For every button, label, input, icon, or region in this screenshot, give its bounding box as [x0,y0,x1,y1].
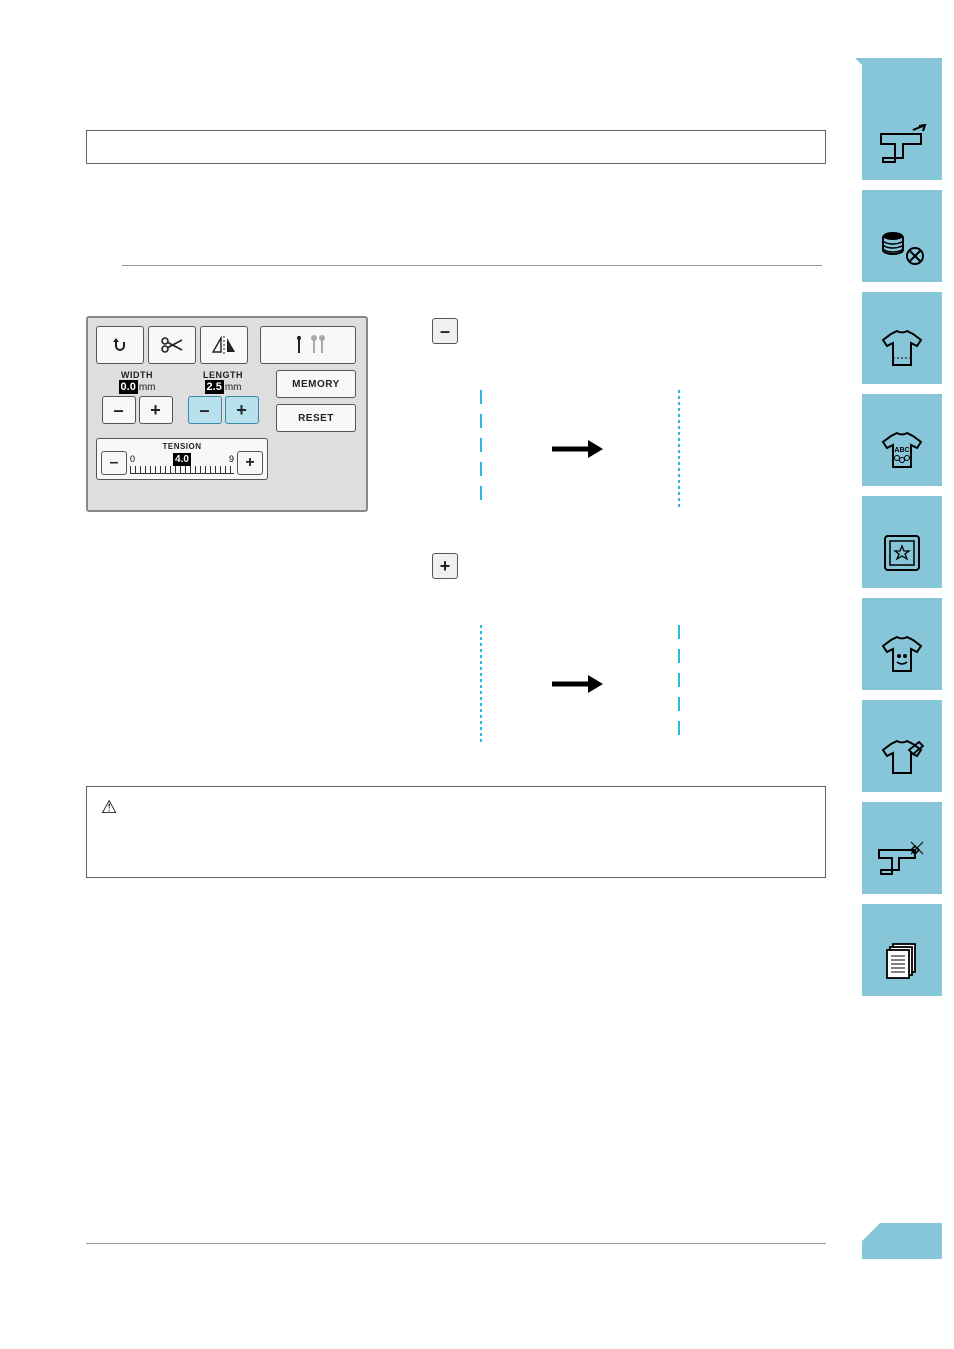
section-heading-box [86,130,826,164]
applique-shirt-icon: ABC [875,430,929,474]
length-group: LENGTH 2.5 mm – + [182,370,264,432]
sidebar-tab-6[interactable] [862,598,942,690]
sidebar-tab-4[interactable]: ABC [862,394,942,486]
length-minus-button[interactable]: – [188,396,222,424]
sidebar-tab-1[interactable] [862,58,942,180]
stitch-diagram-lengthen [480,625,700,755]
tension-minus-button[interactable]: – [101,451,127,475]
length-label: LENGTH [182,370,264,380]
sidebar-tabs: ABC [862,58,942,1006]
inline-minus-button[interactable]: – [432,318,458,344]
warning-icon: ⚠ [101,797,117,818]
page-number-tab [862,1223,942,1259]
pages-icon [879,938,925,984]
sidebar-tab-2[interactable] [862,190,942,282]
thread-cut-button[interactable] [148,326,196,364]
reverse-stitch-button[interactable] [96,326,144,364]
arrow-icon [550,426,604,471]
tension-max: 9 [229,454,234,464]
stitch-after [678,390,680,510]
tension-value: 4.0 [173,453,191,466]
reverse-arrow-icon [109,334,131,356]
arrow-icon [550,661,604,706]
stitch-diagram-shorten [480,390,700,520]
needle-mode-button[interactable] [260,326,356,364]
divider [122,265,822,266]
length-unit: mm [225,382,242,393]
reset-button[interactable]: RESET [276,404,356,432]
width-minus-button[interactable]: – [102,396,136,424]
scissors-icon [160,336,184,354]
length-value: 2.5 [205,380,224,394]
sidebar-tab-7[interactable] [862,700,942,792]
tension-min: 0 [130,454,135,464]
sidebar-tab-9[interactable] [862,904,942,996]
card-icon [879,530,925,576]
stitch-before [480,625,482,745]
tshirt-icon [875,328,929,372]
sidebar-tab-3[interactable] [862,292,942,384]
width-plus-button[interactable]: + [139,396,173,424]
width-group: WIDTH 0.0 mm – + [96,370,178,432]
edit-shirt-icon [875,736,929,780]
stitch-before [480,390,482,510]
machine-icon [875,124,929,168]
tension-scale [130,466,234,474]
memory-button[interactable]: MEMORY [276,370,356,398]
tension-plus-button[interactable]: + [237,451,263,475]
length-plus-button[interactable]: + [225,396,259,424]
inline-plus-button[interactable]: + [432,553,458,579]
width-label: WIDTH [96,370,178,380]
stitch-after [678,625,680,745]
tension-group: TENSION – 0 4.0 9 + [96,438,268,480]
mirror-icon [210,335,238,355]
embroidery-shirt-icon [875,634,929,678]
tension-label: TENSION [101,442,263,451]
svg-text:ABC: ABC [894,447,909,454]
sidebar-tab-8[interactable] [862,802,942,894]
caution-box: ⚠ [86,786,826,878]
bobbin-icon [875,226,929,270]
width-value: 0.0 [119,380,138,394]
width-unit: mm [139,382,156,393]
myCustom-machine-icon [875,838,929,882]
lcd-panel: WIDTH 0.0 mm – + LENGTH 2.5 mm – + MEMOR… [86,316,368,512]
divider [86,1243,826,1244]
mirror-button[interactable] [200,326,248,364]
sidebar-tab-5[interactable] [862,496,942,588]
needle-icon [287,333,329,357]
